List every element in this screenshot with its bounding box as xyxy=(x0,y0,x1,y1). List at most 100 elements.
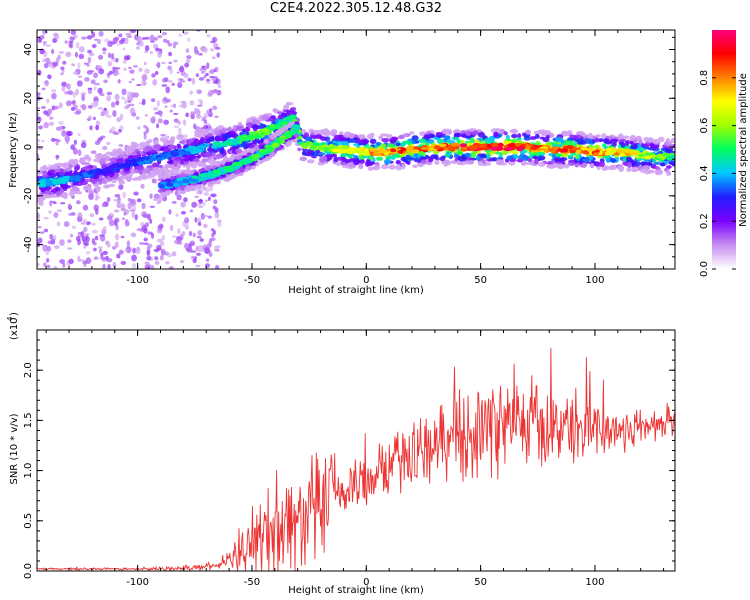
heatmap-cell xyxy=(191,250,197,253)
heatmap-cell xyxy=(171,251,177,257)
heatmap-cell xyxy=(322,146,329,151)
heatmap-cell xyxy=(486,158,492,162)
colorbar-swatch xyxy=(712,213,736,216)
heatmap-cell xyxy=(205,80,211,84)
heatmap-cell xyxy=(183,157,190,162)
heatmap-cell xyxy=(68,212,73,216)
heatmap-cell xyxy=(189,101,195,106)
heatmap-cell xyxy=(299,156,308,162)
heatmap-cell xyxy=(335,161,342,167)
heatmap-cell xyxy=(203,173,212,178)
heatmap-cell xyxy=(215,264,220,269)
heatmap-cell xyxy=(640,161,645,166)
heatmap-cell xyxy=(433,145,441,150)
heatmap-cell xyxy=(126,240,131,248)
heatmap-cell xyxy=(152,107,159,111)
heatmap-cell xyxy=(465,131,472,136)
heatmap-cell xyxy=(115,100,120,106)
heatmap-cell xyxy=(107,263,111,269)
heatmap-cell xyxy=(215,161,221,167)
heatmap-cell xyxy=(51,89,57,93)
heatmap-cell xyxy=(456,150,464,156)
heatmap-cell xyxy=(199,238,204,242)
heatmap-cell xyxy=(69,233,74,238)
heatmap-cell xyxy=(144,242,149,246)
heatmap-cell xyxy=(143,61,147,66)
heatmap-cell xyxy=(147,243,153,248)
heatmap-cell xyxy=(153,166,160,172)
heatmap-cell xyxy=(453,154,460,159)
heatmap-cell xyxy=(102,263,106,269)
heatmap-cell xyxy=(270,135,275,141)
heatmap-cell xyxy=(196,154,201,159)
heatmap-cell xyxy=(106,215,113,221)
heatmap-cell xyxy=(156,156,163,161)
heatmap-cell xyxy=(217,221,222,227)
heatmap-cell xyxy=(152,178,158,184)
colorbar-swatch xyxy=(712,129,736,133)
colorbar-swatch xyxy=(712,89,736,93)
colorbar-swatch xyxy=(712,30,736,33)
heatmap-cell xyxy=(310,149,315,156)
heatmap-cell xyxy=(588,154,594,161)
heatmap-cell xyxy=(72,185,79,191)
heatmap-cell xyxy=(165,261,170,265)
colorbar-swatch xyxy=(712,167,736,171)
heatmap-cell xyxy=(127,202,132,210)
heatmap-cell xyxy=(216,89,222,96)
heatmap-cell xyxy=(144,45,150,52)
heatmap-cell xyxy=(185,185,190,191)
heatmap-cell xyxy=(155,62,161,68)
heatmap-cell xyxy=(136,198,142,203)
heatmap-cell xyxy=(113,198,120,202)
heatmap-cell xyxy=(363,152,371,157)
heatmap-cell xyxy=(51,92,57,100)
colorbar-swatch xyxy=(712,75,736,79)
colorbar-swatch xyxy=(712,205,736,208)
heatmap-cell xyxy=(185,112,190,118)
heatmap-cell xyxy=(197,230,202,236)
colorbar-swatch xyxy=(712,149,736,153)
heatmap-cell xyxy=(217,85,222,88)
heatmap-cell xyxy=(609,135,614,140)
heatmap-cell xyxy=(83,162,91,166)
heatmap-cell xyxy=(95,120,101,126)
heatmap-cell xyxy=(157,50,162,58)
heatmap-cell xyxy=(140,221,145,227)
heatmap-cell xyxy=(219,148,225,152)
heatmap-cell xyxy=(496,159,505,164)
heatmap-cell xyxy=(104,38,110,43)
heatmap-cell xyxy=(77,75,83,78)
heatmap-cell xyxy=(626,162,633,168)
heatmap-cell xyxy=(252,154,260,159)
heatmap-cell xyxy=(82,185,90,191)
heatmap-cell xyxy=(37,263,40,267)
heatmap-cell xyxy=(55,154,59,160)
heatmap-cell xyxy=(116,253,121,259)
heatmap-cell xyxy=(214,211,220,219)
heatmap-cell xyxy=(202,202,206,206)
heatmap-cell xyxy=(37,212,40,220)
heatmap-cell xyxy=(56,209,63,212)
heatmap-cell xyxy=(666,140,674,144)
heatmap-cell xyxy=(118,249,124,255)
heatmap-cell xyxy=(447,146,456,151)
heatmap-cell xyxy=(269,117,276,122)
heatmap-cell xyxy=(50,200,56,203)
heatmap-cell xyxy=(577,141,584,145)
heatmap-cell xyxy=(286,134,292,139)
heatmap-cell xyxy=(146,213,151,221)
heatmap-cell xyxy=(84,178,90,183)
heatmap-cell xyxy=(221,159,226,165)
heatmap-cell xyxy=(557,143,564,148)
heatmap-cell xyxy=(631,166,639,172)
heatmap-cell xyxy=(201,179,208,185)
heatmap-cell xyxy=(205,165,211,172)
heatmap-cell xyxy=(158,165,164,169)
heatmap-cell xyxy=(79,158,84,164)
heatmap-cell xyxy=(77,255,81,262)
heatmap-cell xyxy=(475,155,481,161)
heatmap-cell xyxy=(105,169,114,174)
heatmap-cell xyxy=(198,173,206,178)
heatmap-cell xyxy=(124,145,131,150)
